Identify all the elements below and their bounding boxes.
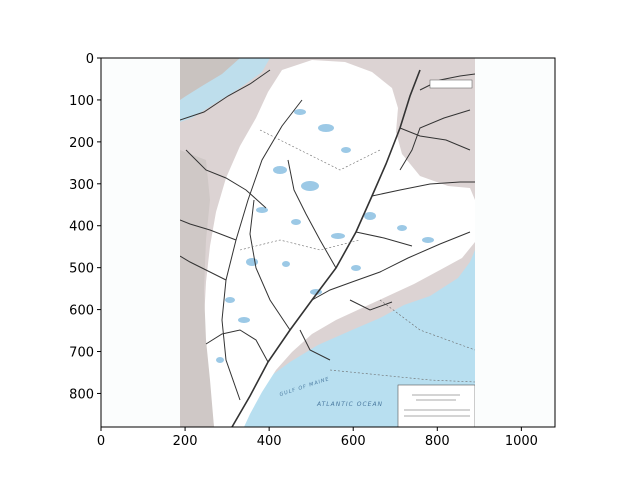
map-legend-box <box>397 384 475 427</box>
x-tick-label: 1000 <box>505 434 538 449</box>
y-tick-label: 600 <box>69 304 94 319</box>
map-title-box <box>429 79 473 89</box>
axes-frame <box>100 57 556 428</box>
y-tick-label: 0 <box>86 52 94 67</box>
map-roads <box>180 69 475 427</box>
y-tick-label: 700 <box>69 346 94 361</box>
x-tick-label: 800 <box>425 434 450 449</box>
map-land-nw <box>180 58 240 100</box>
y-tick-label: 800 <box>69 387 94 402</box>
y-tick-label: 300 <box>69 178 94 193</box>
x-tick-label: 200 <box>173 434 198 449</box>
map-land-west <box>180 150 214 427</box>
map-boundaries <box>239 129 475 383</box>
x-tick-label: 400 <box>257 434 282 449</box>
y-tick-label: 400 <box>69 220 94 235</box>
y-tick-label: 200 <box>69 136 94 151</box>
map-sea <box>242 250 475 427</box>
axis-ticks: 0 200 400 600 800 1000 0 100 200 300 400 500 600 700 8… <box>69 52 538 449</box>
map-legend-marks <box>404 394 470 417</box>
x-tick-label: 600 <box>341 434 366 449</box>
map-land-main <box>204 60 475 427</box>
map-ocean-label: ATLANTIC OCEAN <box>316 401 383 408</box>
y-tick-label: 500 <box>69 262 94 277</box>
x-tick-label: 0 <box>97 434 105 449</box>
y-tick-label: 100 <box>69 94 94 109</box>
map-image: ATLANTIC OCEAN GULF OF MAINE <box>180 58 475 427</box>
